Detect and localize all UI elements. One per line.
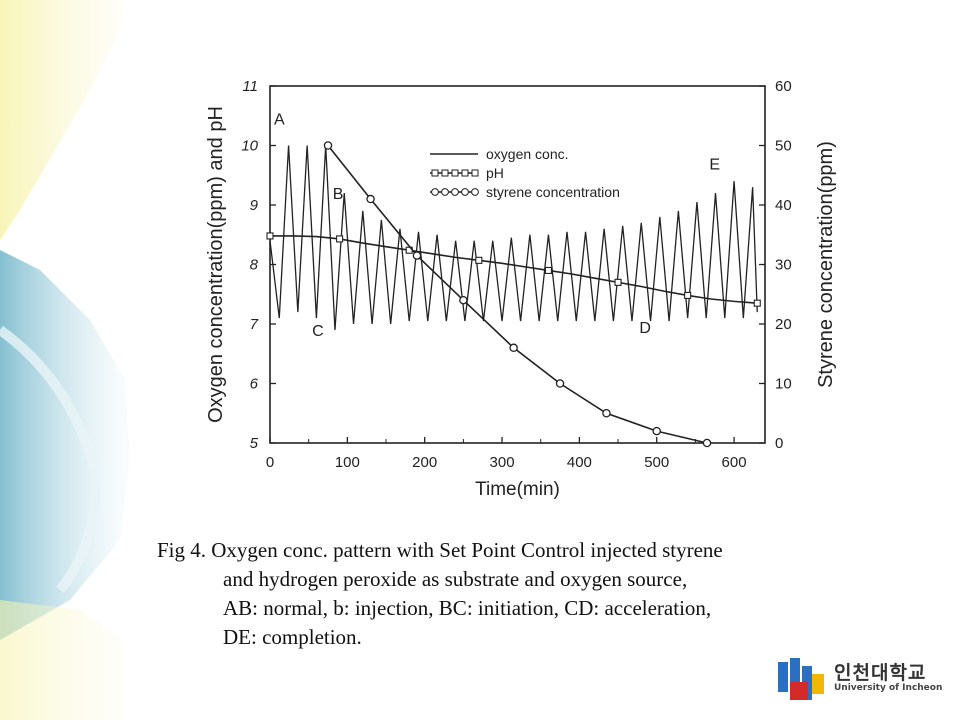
y-right-tick-label: 20 (775, 316, 792, 333)
series-ph-point (336, 235, 344, 243)
y-left-tick-label: 6 (250, 376, 259, 393)
y-right-tick-label: 50 (775, 138, 792, 155)
series-ph-point (684, 291, 692, 299)
legend-entry-label: oxygen conc. (486, 146, 569, 162)
x-tick-label: 600 (722, 454, 747, 471)
chart-plot-group: 0 100 200 300 400 500 600 5 6 7 8 9 10 11 0 10 20 30 40 50 6… (205, 78, 837, 500)
y-right-tick-label: 60 (775, 78, 792, 95)
legend-entry-label: styrene concentration (486, 184, 620, 200)
legend-styrene-marker (471, 188, 479, 196)
legend-ph-marker (461, 169, 469, 177)
series-styrene-point (323, 141, 333, 150)
legend-styrene-marker (441, 188, 449, 196)
series-styrene-point (509, 343, 518, 353)
series-styrene-point (652, 426, 661, 436)
x-tick-label: 500 (644, 454, 669, 471)
y-right-tick-label: 0 (775, 435, 783, 452)
y-left-axis-label: Oxygen concentration(ppm) and pH (205, 106, 227, 423)
y-left-tick-label: 7 (250, 316, 259, 333)
y-left-tick-label: 9 (250, 197, 259, 214)
logo-mark-icon (778, 658, 824, 700)
x-axis-label: Time(min) (475, 479, 560, 500)
legend-ph-marker (451, 169, 459, 177)
deco-teal-band (0, 250, 130, 640)
series-ph-point (266, 232, 274, 240)
y-left-tick-label: 5 (250, 435, 259, 452)
x-tick-label: 400 (567, 454, 592, 471)
plot-frame (269, 85, 766, 444)
legend-ph-marker (471, 169, 479, 177)
series-styrene-point (602, 408, 611, 418)
logo-english-text: University of Incheon (834, 683, 943, 693)
y-right-tick-label: 30 (775, 257, 792, 274)
caption-line-1: Fig 4. Oxygen conc. pattern with Set Poi… (157, 538, 723, 562)
series-styrene-point (702, 438, 712, 448)
x-tick-label: 300 (490, 454, 515, 471)
university-logo: 인천대학교 University of Incheon (776, 656, 946, 702)
y-left-tick-label: 8 (250, 257, 259, 274)
series-ph-line (270, 235, 758, 304)
x-tick-label: 200 (412, 454, 437, 471)
series-ph-point (544, 266, 552, 275)
deco-yellow-bottom (0, 600, 125, 720)
legend-entry-label: pH (486, 165, 504, 181)
series-ph-point (753, 299, 761, 307)
y-right-axis-label: Styrene concentration(ppm) (815, 141, 837, 388)
y-right-tick-label: 10 (775, 376, 792, 393)
figure-caption: Fig 4. Oxygen conc. pattern with Set Poi… (157, 536, 937, 652)
deco-yellow-top (0, 0, 125, 240)
series-ph-point (475, 256, 483, 264)
y-left-tick-label: 11 (242, 78, 258, 95)
annotation-label-c: C (312, 323, 324, 340)
series-styrene-point (366, 194, 375, 204)
series-ph-point (614, 278, 622, 286)
x-tick-label: 0 (266, 454, 274, 471)
legend-ph-marker (431, 169, 439, 177)
annotation-label-b: B (333, 186, 344, 203)
series-styrene-point (555, 379, 565, 388)
logo-korean-text: 인천대학교 (834, 662, 927, 684)
legend-styrene-marker (451, 188, 459, 196)
series-styrene-point (459, 295, 468, 305)
annotation-label-e: E (709, 156, 720, 173)
caption-line-3: AB: normal, b: injection, BC: initiation… (223, 596, 712, 620)
series-styrene-point (412, 251, 422, 260)
series-oxygen-line (269, 145, 758, 330)
legend-styrene-marker (461, 188, 469, 196)
caption-line-2: and hydrogen peroxide as substrate and o… (223, 567, 688, 591)
x-tick-label: 100 (335, 454, 360, 471)
legend-styrene-marker (431, 188, 439, 196)
annotation-label-d: D (639, 320, 651, 337)
y-right-tick-label: 40 (775, 197, 792, 214)
annotation-label-a: A (274, 112, 285, 129)
caption-line-4: DE: completion. (223, 625, 362, 649)
y-left-tick-label: 10 (241, 138, 258, 155)
deco-swoosh (0, 325, 101, 594)
legend-ph-marker (441, 169, 449, 177)
